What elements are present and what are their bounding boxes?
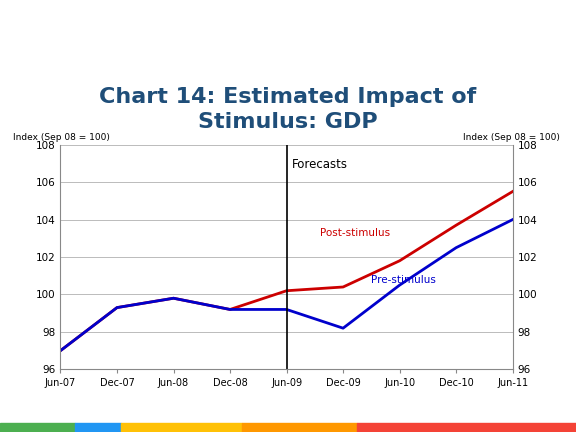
Text: Index (Sep 08 = 100): Index (Sep 08 = 100) [13, 133, 110, 143]
Text: Forecasts: Forecasts [292, 158, 348, 171]
Text: Index (Sep 08 = 100): Index (Sep 08 = 100) [463, 133, 560, 143]
Text: Source: ABS Catalogue Number 5206.0 and Treasury.: Source: ABS Catalogue Number 5206.0 and … [7, 400, 230, 409]
Bar [75, 423, 121, 432]
Bar [0, 423, 75, 432]
Text: Post-stimulus: Post-stimulus [320, 229, 391, 238]
Text: Chart 14: Estimated Impact of
Stimulus: GDP: Chart 14: Estimated Impact of Stimulus: … [100, 87, 476, 132]
Text: 16: 16 [555, 399, 567, 409]
Bar [357, 423, 576, 432]
Bar [242, 423, 357, 432]
Bar [121, 423, 242, 432]
Text: Pre-stimulus: Pre-stimulus [372, 275, 436, 285]
